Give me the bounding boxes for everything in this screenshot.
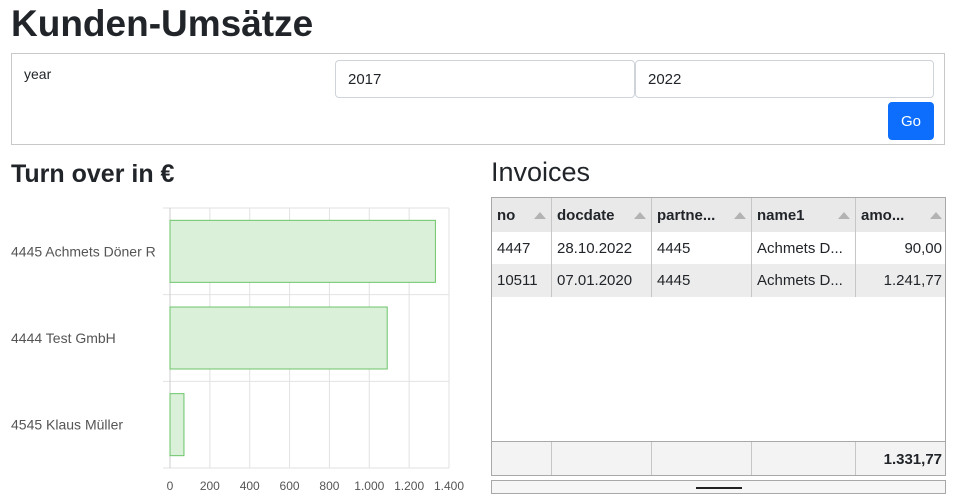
- category-label: 4445 Achmets Döner R: [11, 243, 156, 259]
- column-header-label: name1: [757, 206, 805, 224]
- chart-title: Turn over in €: [11, 160, 175, 188]
- table-row[interactable]: 4447 28.10.2022 4445 Achmets D... 90,00: [492, 232, 945, 265]
- scrollbar-thumb[interactable]: [696, 487, 742, 489]
- year-from-input[interactable]: [335, 60, 635, 98]
- column-header-partner[interactable]: partne...: [652, 198, 752, 232]
- cell-partner: 4445: [652, 232, 752, 265]
- column-header-label: docdate: [557, 206, 615, 224]
- invoices-title: Invoices: [491, 157, 591, 187]
- cell-name1: Achmets D...: [752, 232, 856, 265]
- go-button[interactable]: Go: [888, 102, 934, 140]
- footer-cell: [552, 442, 652, 475]
- x-tick-label: 1.200: [394, 479, 424, 493]
- year-to-input[interactable]: [635, 60, 934, 98]
- cell-amount: 90,00: [904, 240, 942, 257]
- sort-icon[interactable]: [734, 211, 746, 219]
- column-header-name1[interactable]: name1: [752, 198, 856, 232]
- sort-icon[interactable]: [930, 211, 942, 219]
- invoices-grid: no docdate partne... name1 amo... 4447 2…: [491, 197, 946, 476]
- bar: [169, 306, 388, 370]
- sort-icon[interactable]: [838, 211, 850, 219]
- footer-cell: [652, 442, 752, 475]
- column-header-docdate[interactable]: docdate: [552, 198, 652, 232]
- page-title: Kunden-Umsätze: [11, 3, 314, 44]
- category-label: 4545 Klaus Müller: [11, 417, 123, 433]
- x-tick-label: 1.000: [354, 479, 384, 493]
- cell-name1: Achmets D...: [752, 264, 856, 297]
- cell-docdate: 07.01.2020: [552, 264, 652, 297]
- footer-cell: [492, 442, 552, 475]
- sort-icon[interactable]: [634, 211, 646, 219]
- sort-icon[interactable]: [534, 211, 546, 219]
- year-label: year: [24, 66, 52, 82]
- footer-cell: [752, 442, 856, 475]
- cell-docdate: 28.10.2022: [552, 232, 652, 265]
- x-tick-label: 0: [167, 479, 174, 493]
- column-header-no[interactable]: no: [492, 198, 552, 232]
- column-header-amount[interactable]: amo...: [856, 198, 945, 232]
- x-tick-label: 600: [280, 479, 300, 493]
- column-header-label: no: [497, 206, 516, 224]
- filter-card: year Go: [11, 53, 945, 145]
- x-tick-label: 800: [319, 479, 339, 493]
- horizontal-scrollbar[interactable]: [491, 480, 946, 494]
- cell-no: 10511: [492, 264, 552, 297]
- footer-total: 1.331,77: [883, 451, 942, 468]
- grid-footer: 1.331,77: [492, 441, 945, 475]
- x-tick-label: 400: [240, 479, 260, 493]
- column-header-label: partne...: [657, 206, 716, 224]
- column-header-label: amo...: [861, 206, 905, 224]
- x-tick-label: 200: [200, 479, 220, 493]
- table-row[interactable]: 10511 07.01.2020 4445 Achmets D... 1.241…: [492, 264, 945, 297]
- bar: [169, 219, 436, 283]
- cell-amount: 1.241,77: [883, 272, 942, 289]
- bar: [169, 393, 185, 457]
- category-label: 4444 Test GmbH: [11, 330, 116, 346]
- grid-header: no docdate partne... name1 amo...: [492, 198, 945, 233]
- turnover-chart: 4445 Achmets Döner R 4444 Test GmbH 4545 K…: [11, 207, 464, 493]
- cell-no: 4447: [492, 232, 552, 265]
- cell-partner: 4445: [652, 264, 752, 297]
- x-tick-label: 1.400: [434, 479, 464, 493]
